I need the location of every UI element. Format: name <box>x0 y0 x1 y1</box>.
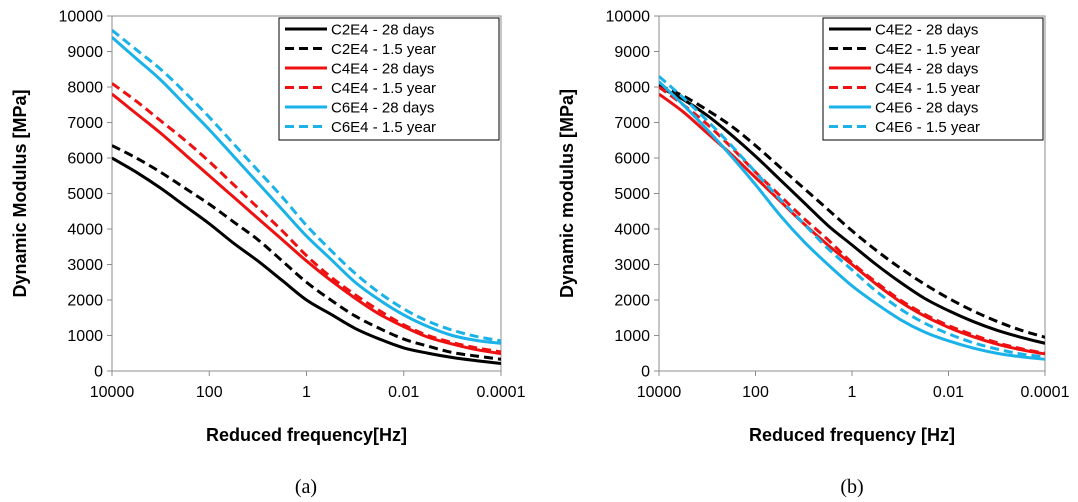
y-tick-label: 1000 <box>614 328 650 345</box>
series-line <box>112 82 501 354</box>
x-tick-label: 1 <box>848 384 857 401</box>
panel-caption: (a) <box>295 476 317 498</box>
y-tick-label: 4000 <box>67 222 103 239</box>
x-axis-title: Reduced frequency[Hz] <box>206 425 407 445</box>
legend-label: C2E4 - 28 days <box>331 22 434 39</box>
y-tick-label: 5000 <box>614 186 650 203</box>
legend-label: C4E6 - 28 days <box>875 100 978 117</box>
y-tick-label: 4000 <box>614 222 650 239</box>
chart-panel-a: 0 1000 2000 3000 4000 5000 6000 7000 8000 9000 100… <box>10 9 526 499</box>
legend: C4E2 - 28 days C4E2 - 1.5 year C4E4 - 28 d… <box>822 17 1044 141</box>
y-tick-label: 9000 <box>614 44 650 61</box>
y-tick-label: 10000 <box>606 9 651 26</box>
legend-box <box>278 17 500 141</box>
y-tick-label: 1000 <box>67 328 103 345</box>
y-tick-label: 2000 <box>614 293 650 310</box>
series-line <box>112 156 501 366</box>
chart-panel-b: 0 1000 2000 3000 4000 5000 6000 7000 8000 9000 100… <box>557 9 1070 499</box>
y-tick-label: 5000 <box>67 186 103 203</box>
y-tick-label: 8000 <box>614 80 650 97</box>
legend-label: C2E4 - 1.5 year <box>331 41 436 58</box>
y-tick-label: 9000 <box>67 44 103 61</box>
legend: C2E4 - 28 days C2E4 - 1.5 year C4E4 - 28 d… <box>278 17 500 141</box>
panel-caption: (b) <box>840 476 863 498</box>
y-axis-title: Dynamic Modulus [MPa] <box>10 89 30 297</box>
x-tick-label: 0.01 <box>388 384 419 401</box>
y-tick-label: 3000 <box>614 257 650 274</box>
y-tick-label: 0 <box>94 364 103 381</box>
series-line <box>659 83 1045 339</box>
y-axis-title: Dynamic modulus [MPa] <box>557 89 577 298</box>
x-tick-label: 100 <box>742 384 769 401</box>
legend-label: C4E2 - 28 days <box>875 22 978 39</box>
y-tick-label: 7000 <box>67 115 103 132</box>
y-tick-label: 10000 <box>59 9 104 26</box>
y-tick-label: 3000 <box>67 257 103 274</box>
series-line <box>112 92 501 356</box>
series-line <box>659 85 1045 355</box>
x-tick-label: 10000 <box>637 384 682 401</box>
y-tick-label: 0 <box>641 364 650 381</box>
y-tick-label: 8000 <box>67 80 103 97</box>
series-lines <box>659 75 1045 361</box>
legend-label: C4E6 - 1.5 year <box>875 119 980 136</box>
series-line <box>112 36 501 345</box>
x-tick-label: 10000 <box>90 384 135 401</box>
legend-label: C4E2 - 1.5 year <box>875 41 980 58</box>
y-tick-label: 6000 <box>614 151 650 168</box>
legend-label: C6E4 - 28 days <box>331 100 434 117</box>
y-tick-label: 6000 <box>67 151 103 168</box>
legend-label: C4E4 - 28 days <box>875 61 978 78</box>
x-tick-label: 0.0001 <box>477 384 526 401</box>
legend-box <box>822 17 1044 141</box>
x-tick-label: 100 <box>196 384 223 401</box>
legend-label: C4E4 - 1.5 year <box>875 80 980 97</box>
y-tick-label: 2000 <box>67 293 103 310</box>
legend-label: C4E4 - 28 days <box>331 61 434 78</box>
x-tick-label: 1 <box>302 384 311 401</box>
legend-label: C4E4 - 1.5 year <box>331 80 436 97</box>
x-tick-label: 0.0001 <box>1021 384 1070 401</box>
series-line <box>659 85 1045 345</box>
series-line <box>112 29 501 343</box>
x-tick-label: 0.01 <box>933 384 964 401</box>
series-line <box>112 144 501 361</box>
x-axis-title: Reduced frequency [Hz] <box>749 425 955 445</box>
series-line <box>659 80 1045 361</box>
legend-label: C6E4 - 1.5 year <box>331 119 436 136</box>
y-tick-label: 7000 <box>614 115 650 132</box>
series-lines <box>112 29 501 366</box>
series-line <box>659 75 1045 359</box>
